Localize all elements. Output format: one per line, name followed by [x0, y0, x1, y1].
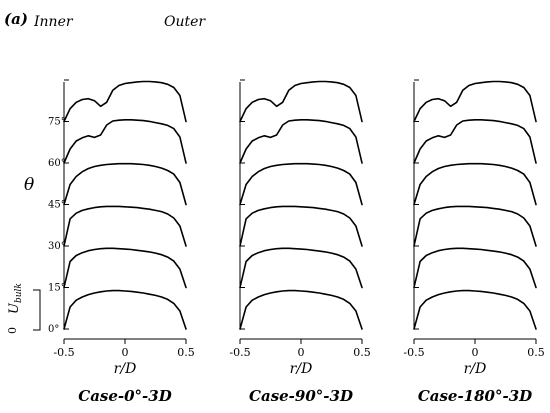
profile-curve-0 [239, 289, 363, 330]
inner-label: Inner [33, 14, 74, 30]
x-axis-label: r/D [290, 361, 313, 377]
profile-curve-45 [413, 162, 537, 206]
panel-3: -0.5 0 0.5 r/D Case-180°-3D [403, 79, 545, 405]
x-tick-label: 0.5 [527, 346, 545, 359]
x-axis-label: r/D [114, 361, 137, 377]
ubulk-scale-bar: Ubulk 0 [6, 283, 41, 334]
ubulk-bracket [33, 289, 41, 331]
x-tick-label: 0.5 [353, 346, 371, 359]
profile-curve-60 [239, 119, 363, 164]
panel-2: -0.5 0 0.5 r/D Case-90°-3D [229, 79, 371, 405]
profile-curve-60 [63, 119, 187, 164]
theta-tick-label: 30° [48, 241, 66, 252]
profile-curve-75 [413, 80, 537, 123]
profile-curve-0 [63, 289, 187, 330]
profile-curve-75 [63, 80, 187, 123]
x-axis-label: r/D [464, 361, 487, 377]
x-tick-label: 0 [472, 346, 479, 359]
profile-curve-45 [239, 162, 363, 206]
x-tick-label: -0.5 [53, 346, 74, 359]
theta-tick-label: 60° [48, 158, 66, 169]
theta-tick-label: 0° [48, 324, 59, 335]
panels: 0° 15° 30° 45° 60° 75° -0.5 0 0.5 r/D Case-0°-3D -0… [48, 79, 545, 405]
outer-label: Outer [164, 14, 206, 30]
case-title: Case-180°-3D [418, 387, 532, 405]
profile-curve-30 [63, 205, 187, 247]
profile-curve-15 [63, 247, 187, 289]
case-title: Case-90°-3D [249, 387, 353, 405]
case-title: Case-0°-3D [78, 387, 171, 405]
ubulk-zero-label: 0 [6, 327, 19, 334]
ubulk-label: Ubulk [7, 283, 24, 314]
profile-curve-30 [413, 205, 537, 247]
panel-label: (a) [4, 10, 28, 28]
profile-curve-75 [239, 80, 363, 123]
x-tick-label: 0 [122, 346, 129, 359]
profile-curve-30 [239, 205, 363, 247]
profile-curve-60 [413, 119, 537, 164]
x-tick-label: -0.5 [229, 346, 250, 359]
profile-curve-45 [63, 162, 187, 206]
ubulk-label-main: U [7, 302, 22, 314]
x-tick-label: 0.5 [177, 346, 195, 359]
profile-curve-0 [413, 289, 537, 330]
ubulk-label-sub: bulk [14, 283, 24, 303]
theta-tick-label: 45° [48, 200, 66, 211]
theta-tick-label: 75° [48, 117, 66, 128]
theta-axis-label: θ [24, 175, 34, 195]
profile-curve-15 [413, 247, 537, 289]
panel-1: 0° 15° 30° 45° 60° 75° -0.5 0 0.5 r/D Case-0°-3D [48, 79, 195, 405]
x-tick-label: 0 [298, 346, 305, 359]
x-tick-label: -0.5 [403, 346, 424, 359]
profile-curve-15 [239, 247, 363, 289]
theta-tick-label: 15° [48, 283, 66, 294]
